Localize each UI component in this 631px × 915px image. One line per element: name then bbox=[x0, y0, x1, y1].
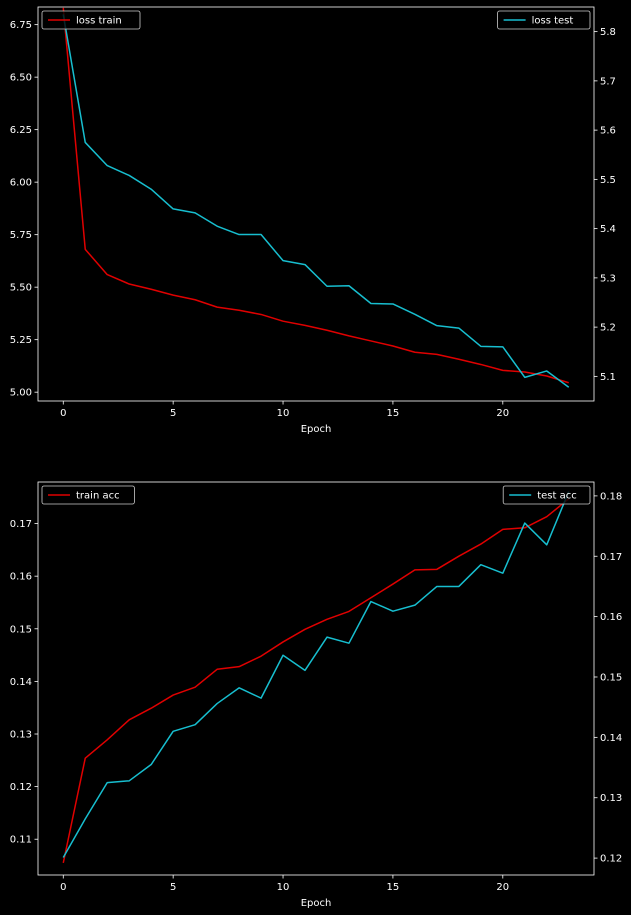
x-tick-label: 5 bbox=[170, 882, 176, 893]
legend-box bbox=[41, 485, 135, 505]
right-y-tick-label: 5.4 bbox=[600, 224, 616, 235]
left-y-tick-label: 5.00 bbox=[10, 388, 32, 399]
left-y-tick-label: 0.17 bbox=[10, 519, 32, 530]
x-tick-label: 20 bbox=[496, 408, 509, 419]
left-y-tick-label: 5.25 bbox=[10, 335, 32, 346]
right-y-tick-label: 0.14 bbox=[600, 733, 622, 744]
left-y-tick-label: 6.25 bbox=[10, 125, 32, 136]
left-y-tick-label: 6.00 bbox=[10, 178, 32, 189]
left-y-tick-label: 0.14 bbox=[10, 677, 32, 688]
x-axis-label: Epoch bbox=[301, 898, 332, 909]
right-y-tick-label: 5.3 bbox=[600, 273, 616, 284]
legend-box bbox=[41, 10, 141, 30]
series-line-loss-test bbox=[62, 14, 570, 388]
left-y-tick-label: 5.50 bbox=[10, 283, 32, 294]
x-axis-label: Epoch bbox=[301, 424, 332, 435]
left-y-tick-label: 0.11 bbox=[10, 835, 32, 846]
x-tick-label: 0 bbox=[60, 882, 66, 893]
right-y-tick-label: 0.12 bbox=[600, 854, 622, 865]
legend-box bbox=[502, 485, 591, 505]
right-y-tick-label: 0.16 bbox=[600, 612, 622, 623]
left-y-tick-label: 5.75 bbox=[10, 230, 32, 241]
x-tick-label: 15 bbox=[387, 882, 400, 893]
right-y-tick-label: 5.5 bbox=[600, 175, 616, 186]
right-y-tick-label: 0.15 bbox=[600, 672, 622, 683]
right-y-tick-label: 0.18 bbox=[600, 491, 622, 502]
plot-frame bbox=[37, 6, 595, 402]
x-tick-label: 15 bbox=[387, 408, 400, 419]
left-y-tick-label: 0.13 bbox=[10, 730, 32, 741]
series-line-test-acc bbox=[62, 491, 570, 858]
legend-right: test acc bbox=[502, 485, 591, 505]
right-y-tick-label: 5.6 bbox=[600, 126, 616, 137]
legend-label: test acc bbox=[537, 491, 577, 502]
right-y-tick-label: 5.2 bbox=[600, 323, 616, 334]
legend-label: loss train bbox=[76, 16, 122, 27]
legend-label: train acc bbox=[76, 491, 120, 502]
left-y-tick-label: 6.75 bbox=[10, 20, 32, 31]
legend-left: train acc bbox=[41, 485, 135, 505]
legend-left: loss train bbox=[41, 10, 141, 30]
chart-1: 0 5 10 15 20 5.00 5.25 5.50 5.75 6.00 6.25 6.50 6.75… bbox=[10, 6, 616, 435]
x-tick-label: 10 bbox=[277, 882, 290, 893]
left-y-tick-label: 0.16 bbox=[10, 572, 32, 583]
chart-2: 0 5 10 15 20 0.11 0.12 0.13 0.14 0.15 0.16 0.17 0.12… bbox=[10, 481, 622, 909]
right-y-tick-label: 5.7 bbox=[600, 76, 616, 87]
right-y-tick-label: 5.8 bbox=[600, 27, 616, 38]
series-line-loss-train bbox=[62, 7, 569, 384]
legend-label: loss test bbox=[532, 16, 574, 27]
left-y-tick-label: 0.15 bbox=[10, 624, 32, 635]
right-y-tick-label: 5.1 bbox=[600, 372, 616, 383]
left-y-tick-label: 6.50 bbox=[10, 73, 32, 84]
right-y-tick-label: 0.13 bbox=[600, 793, 622, 804]
x-tick-label: 5 bbox=[170, 408, 176, 419]
x-tick-label: 0 bbox=[60, 408, 66, 419]
series-line-train-acc bbox=[62, 498, 570, 864]
legend-box bbox=[497, 10, 591, 30]
left-y-tick-label: 0.12 bbox=[10, 782, 32, 793]
plot-frame bbox=[37, 481, 595, 876]
x-tick-label: 20 bbox=[496, 882, 509, 893]
legend-right: loss test bbox=[497, 10, 591, 30]
x-tick-label: 10 bbox=[277, 408, 290, 419]
right-y-tick-label: 0.17 bbox=[600, 552, 622, 563]
